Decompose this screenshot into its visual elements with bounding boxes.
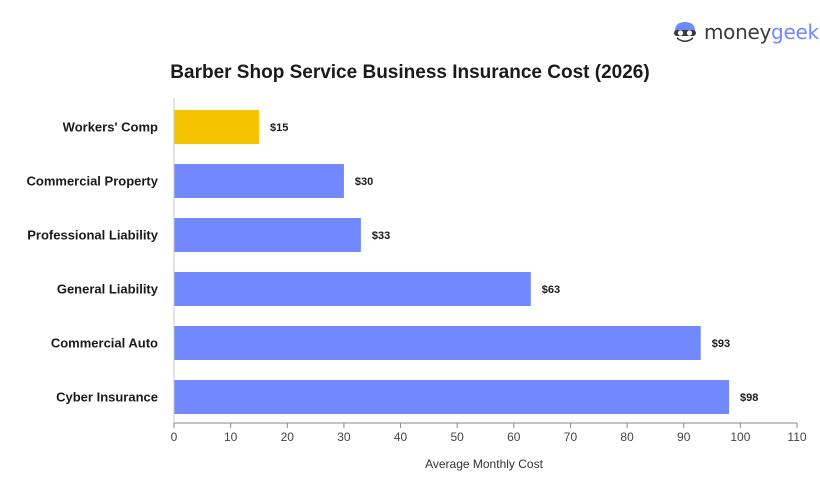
x-tick-label: 20 [281, 430, 295, 444]
chart-title: Barber Shop Service Business Insurance C… [170, 62, 650, 83]
x-tick-label: 90 [677, 430, 691, 444]
data-label: $33 [372, 230, 390, 242]
brand-name-part-b: geek [771, 20, 819, 44]
category-label: Workers' Comp [63, 120, 158, 135]
bar [174, 218, 361, 252]
data-label: $63 [542, 284, 560, 296]
x-tick-label: 0 [171, 430, 178, 444]
moneygeek-mascot-icon [674, 22, 696, 42]
data-label: $98 [740, 392, 758, 404]
bars-layer: Workers' Comp $15 Commercial Property $30 Pr… [27, 110, 758, 414]
x-tick-label: 30 [337, 430, 351, 444]
x-tick-label: 110 [787, 430, 806, 444]
x-tick-label: 100 [730, 430, 750, 444]
brand-name: moneygeek [704, 22, 819, 42]
x-tick-label: 60 [507, 430, 521, 444]
x-tick-label: 80 [620, 430, 634, 444]
bar [174, 110, 259, 144]
category-label: Commercial Property [27, 174, 159, 189]
category-label: Commercial Auto [51, 336, 158, 351]
category-label: Professional Liability [27, 228, 159, 243]
brand-logo: moneygeek [672, 20, 819, 44]
data-label: $93 [712, 338, 730, 350]
category-label: General Liability [57, 282, 159, 297]
x-axis: 0 10 20 30 40 50 60 70 80 90 100 110 [171, 98, 807, 444]
x-tick-label: 70 [564, 430, 578, 444]
x-tick-label: 50 [451, 430, 465, 444]
data-label: $30 [355, 176, 373, 188]
category-label: Cyber Insurance [56, 390, 158, 405]
bar [174, 272, 531, 306]
x-tick-label: 10 [224, 430, 238, 444]
brand-name-part-a: money [704, 20, 772, 44]
bar [174, 164, 344, 198]
data-label: $15 [270, 122, 288, 134]
bar [174, 380, 730, 414]
bar [174, 326, 701, 360]
x-tick-label: 40 [394, 430, 408, 444]
x-axis-title: Average Monthly Cost [425, 457, 544, 471]
